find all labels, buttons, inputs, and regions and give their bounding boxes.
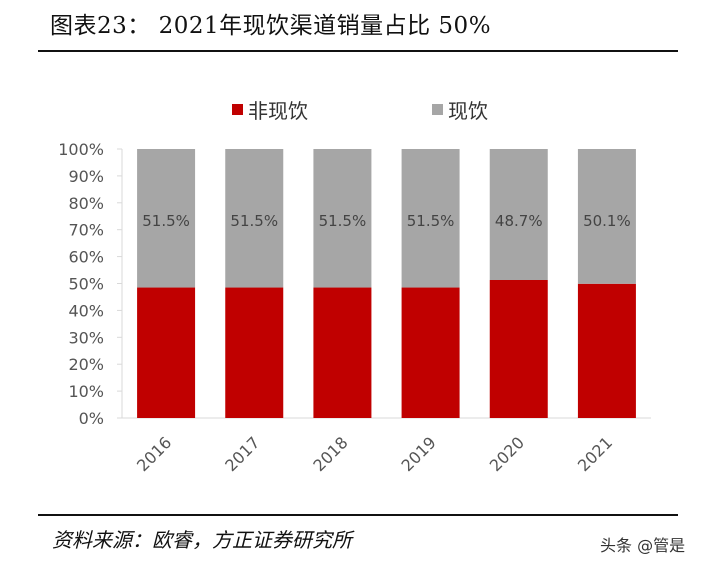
y-tick-label: 50% xyxy=(68,275,104,294)
x-tick-label: 2021 xyxy=(574,433,616,475)
bar-segment-non-on-premise xyxy=(225,287,284,418)
y-tick-label: 10% xyxy=(68,382,104,401)
y-tick-label: 60% xyxy=(68,248,104,267)
bar-segment-non-on-premise xyxy=(577,283,636,418)
figure-title: 图表23： 2021年现饮渠道销量占比 50% xyxy=(50,13,492,39)
y-tick-label: 40% xyxy=(68,301,104,320)
x-tick-label: 2018 xyxy=(309,433,351,475)
y-tick-label: 30% xyxy=(68,328,104,347)
bottom-rule xyxy=(38,514,678,516)
x-tick-label: 2016 xyxy=(133,433,175,475)
data-label: 48.7% xyxy=(495,212,543,230)
bar-segment-non-on-premise xyxy=(489,280,548,418)
y-tick-label: 70% xyxy=(68,221,104,240)
data-label: 51.5% xyxy=(407,212,455,230)
x-tick-label: 2019 xyxy=(398,433,440,475)
data-label: 51.5% xyxy=(142,212,190,230)
y-tick-label: 20% xyxy=(68,355,104,374)
source-note: 资料来源：欧睿，方正证券研究所 xyxy=(52,528,352,552)
x-tick-label: 2017 xyxy=(221,433,263,475)
y-tick-label: 80% xyxy=(68,194,104,213)
bar-segment-on-premise xyxy=(225,149,284,288)
data-label: 51.5% xyxy=(319,212,367,230)
y-tick-label: 90% xyxy=(68,167,104,186)
legend-swatch xyxy=(432,104,443,115)
bar-segment-on-premise xyxy=(137,149,196,288)
legend-swatch xyxy=(232,104,243,115)
x-tick-label: 2020 xyxy=(486,433,528,475)
data-label: 50.1% xyxy=(583,212,631,230)
bar-segment-non-on-premise xyxy=(401,287,460,418)
watermark: 头条 @管是 xyxy=(600,536,686,555)
bar-segment-non-on-premise xyxy=(137,287,196,418)
y-tick-label: 0% xyxy=(79,409,104,428)
data-label: 51.5% xyxy=(230,212,278,230)
bar-segment-on-premise xyxy=(313,149,372,288)
legend-label: 非现饮 xyxy=(248,99,308,123)
top-rule xyxy=(38,50,678,52)
bar-segment-on-premise xyxy=(577,149,636,284)
legend-label: 现饮 xyxy=(448,99,488,123)
y-tick-label: 100% xyxy=(58,140,104,159)
bar-segment-on-premise xyxy=(489,149,548,281)
bar-segment-on-premise xyxy=(401,149,460,288)
bar-segment-non-on-premise xyxy=(313,287,372,418)
